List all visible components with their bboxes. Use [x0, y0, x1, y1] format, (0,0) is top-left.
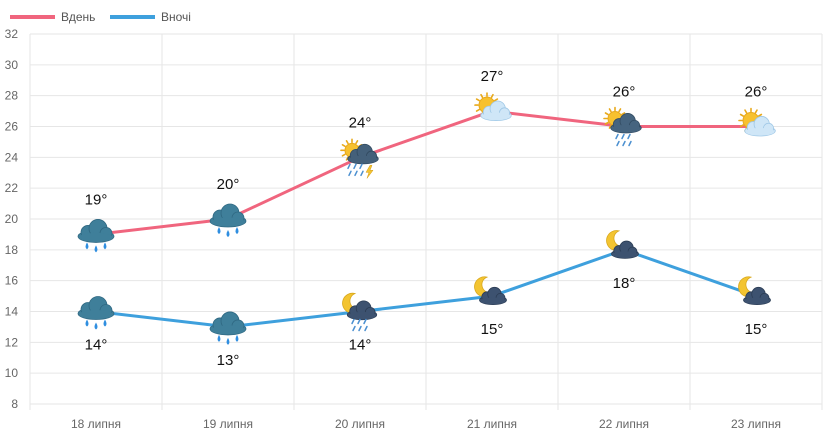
value-labels: 19° 20° 24° 27° 26° 26° 14° 13° 14° 15° 18° 15° [85, 68, 768, 369]
y-tick-32: 32 [5, 27, 19, 41]
x-tick-4: 22 липня [599, 417, 649, 431]
series-lines [95, 109, 757, 329]
icon-moon-rain-cloud-1-2 [342, 292, 378, 332]
value-label-1-5: 15° [745, 321, 768, 338]
icon-moon-cloud-1-3 [474, 276, 507, 305]
x-tick-5: 23 липня [731, 417, 781, 431]
legend: Вдень Вночі [10, 10, 191, 24]
y-tick-20: 20 [5, 212, 19, 226]
value-label-0-2: 24° [349, 114, 372, 131]
icon-rain-cloud-0-0 [77, 219, 115, 253]
y-tick-10: 10 [5, 366, 19, 380]
value-label-1-2: 14° [349, 337, 372, 354]
series-line-1 [95, 248, 757, 329]
chart-grid [29, 33, 823, 410]
icon-rain-cloud-1-1 [209, 311, 247, 345]
value-label-0-3: 27° [481, 68, 504, 85]
value-label-0-4: 26° [613, 84, 636, 101]
icon-moon-cloud-1-5 [738, 276, 771, 305]
legend-label-0[interactable]: Вдень [61, 10, 95, 24]
y-tick-30: 30 [5, 58, 19, 72]
y-tick-16: 16 [5, 274, 19, 288]
icon-rain-cloud-0-1 [209, 203, 247, 237]
icon-sun-thunderstorm-0-2 [340, 138, 379, 179]
y-tick-24: 24 [5, 150, 19, 164]
y-tick-28: 28 [5, 89, 19, 103]
legend-label-1[interactable]: Вночі [161, 10, 191, 24]
x-axis-tick-labels: 18 липня 19 липня 20 липня 21 липня 22 липня… [71, 417, 781, 431]
series-line-0 [95, 109, 756, 236]
value-label-1-0: 14° [85, 337, 108, 354]
y-tick-26: 26 [5, 120, 19, 134]
y-axis-tick-labels: 8 10 12 14 16 18 20 22 24 26 28 30 32 [5, 27, 19, 411]
value-label-0-5: 26° [745, 84, 768, 101]
y-tick-12: 12 [5, 335, 19, 349]
x-tick-0: 18 липня [71, 417, 121, 431]
x-tick-3: 21 липня [467, 417, 517, 431]
y-tick-18: 18 [5, 243, 19, 257]
value-label-1-4: 18° [613, 275, 636, 292]
value-label-0-0: 19° [85, 191, 108, 208]
icon-sun-rain-cloud-0-4 [603, 106, 642, 147]
value-label-0-1: 20° [217, 176, 240, 193]
y-tick-8: 8 [11, 397, 18, 411]
value-label-1-1: 13° [217, 352, 240, 369]
icon-rain-cloud-1-0 [77, 296, 115, 330]
icon-moon-cloud-1-4 [606, 230, 639, 259]
y-tick-22: 22 [5, 181, 19, 195]
icon-sun-cloud-0-5 [738, 107, 776, 137]
value-label-1-3: 15° [481, 321, 504, 338]
x-tick-1: 19 липня [203, 417, 253, 431]
weather-icons [77, 92, 776, 345]
icon-sun-cloud-0-3 [474, 92, 512, 121]
x-tick-2: 20 липня [335, 417, 385, 431]
y-tick-14: 14 [5, 305, 19, 319]
